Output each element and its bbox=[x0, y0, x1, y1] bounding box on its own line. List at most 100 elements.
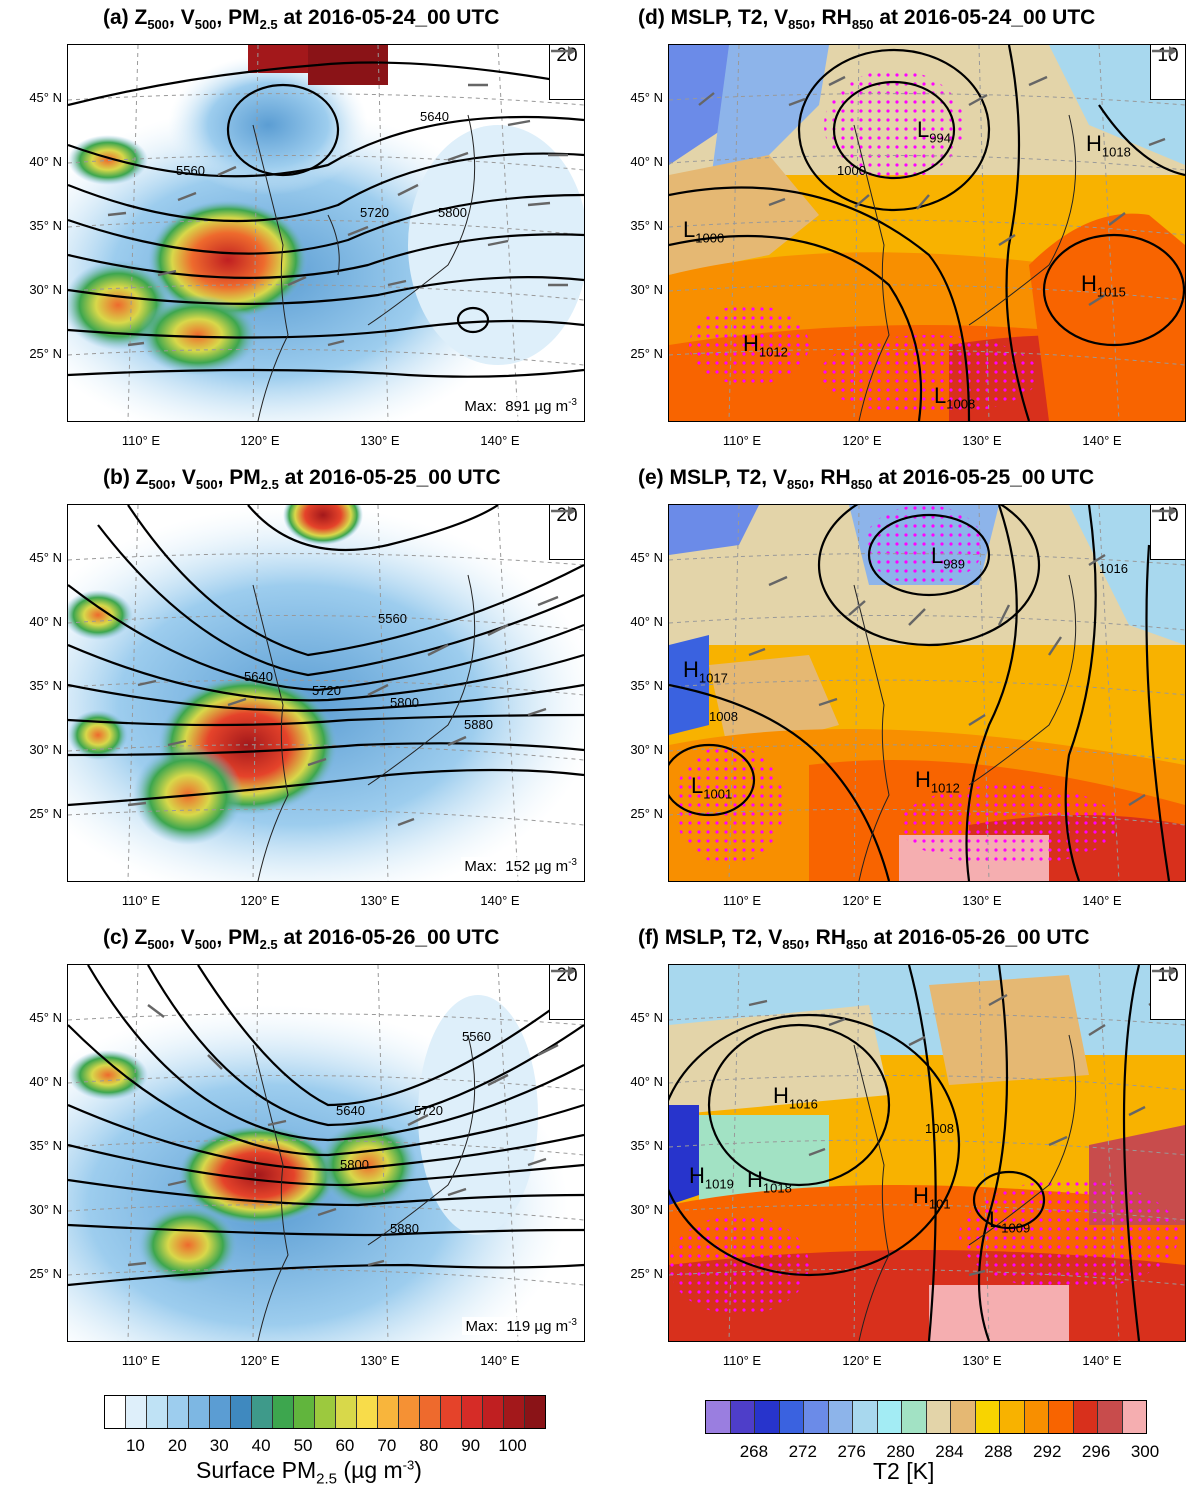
t2-colorbar bbox=[705, 1400, 1147, 1434]
panel-d-contour-1000: 1000 bbox=[837, 163, 866, 178]
colorbar-swatch bbox=[252, 1396, 273, 1428]
longitude-label: 120° E bbox=[842, 433, 882, 448]
colorbar-swatch bbox=[231, 1396, 252, 1428]
panel-f-center-3: H1018 bbox=[747, 1167, 792, 1196]
panel-e-center-3: L1001 bbox=[691, 773, 733, 802]
longitude-label: 110° E bbox=[722, 1353, 762, 1368]
longitude-label: 120° E bbox=[240, 893, 280, 908]
panel-e-contour-1008: 1008 bbox=[709, 709, 738, 724]
panel-c-contour-5720: 5720 bbox=[414, 1103, 443, 1118]
pm25-tick-label: 80 bbox=[419, 1436, 439, 1455]
colorbar-swatch bbox=[804, 1401, 829, 1433]
longitude-label: 140° E bbox=[1082, 433, 1122, 448]
latitude-label: 30° N bbox=[29, 1202, 62, 1217]
longitude-label: 110° E bbox=[722, 433, 762, 448]
colorbar-swatch bbox=[1098, 1401, 1123, 1433]
reference-arrow-icon bbox=[551, 46, 576, 56]
colorbar-swatch bbox=[441, 1396, 462, 1428]
reference-arrow-icon bbox=[1152, 506, 1177, 516]
latitude-label: 25° N bbox=[630, 1266, 663, 1281]
t2-tick-label: 272 bbox=[788, 1442, 817, 1461]
latitude-label: 25° N bbox=[29, 346, 62, 361]
pm25-tick-label: 50 bbox=[293, 1436, 313, 1455]
t2-tick-label: 276 bbox=[837, 1442, 866, 1461]
latitude-label: 35° N bbox=[630, 1138, 663, 1153]
pm25-tick-label: 100 bbox=[498, 1436, 527, 1455]
latitude-label: 45° N bbox=[29, 1010, 62, 1025]
colorbar-swatch bbox=[357, 1396, 378, 1428]
colorbar-swatch bbox=[483, 1396, 504, 1428]
panel-c-contour-5800: 5800 bbox=[340, 1157, 369, 1172]
latitude-label: 30° N bbox=[630, 742, 663, 757]
colorbar-swatch bbox=[926, 1401, 951, 1433]
panel-d-center-3: L1000 bbox=[683, 217, 725, 246]
pm25-tick-label: 40 bbox=[251, 1436, 271, 1455]
panel-f-field bbox=[669, 965, 1185, 1341]
pm25-tick-label: 30 bbox=[209, 1436, 229, 1455]
latitude-label: 45° N bbox=[630, 1010, 663, 1025]
colorbar-swatch bbox=[525, 1396, 545, 1428]
panel-b-max-label: Max: 152 µg m-3 bbox=[461, 857, 580, 875]
panel-b-reference-vector: 20 bbox=[549, 505, 584, 560]
colorbar-swatch bbox=[378, 1396, 399, 1428]
longitude-label: 140° E bbox=[480, 893, 520, 908]
latitude-label: 45° N bbox=[29, 550, 62, 565]
t2-tick-label: 280 bbox=[886, 1442, 915, 1461]
t2-tick-label: 296 bbox=[1081, 1442, 1111, 1461]
longitude-label: 130° E bbox=[360, 893, 400, 908]
latitude-label: 25° N bbox=[630, 806, 663, 821]
panel-b-map: 5560 5640 5720 5800 5880 20 Max: 152 µg … bbox=[67, 504, 585, 882]
colorbar-swatch bbox=[294, 1396, 315, 1428]
longitude-label: 130° E bbox=[962, 433, 1002, 448]
latitude-label: 25° N bbox=[630, 346, 663, 361]
longitude-label: 130° E bbox=[360, 1353, 400, 1368]
longitude-label: 130° E bbox=[962, 893, 1002, 908]
latitude-label: 40° N bbox=[630, 614, 663, 629]
latitude-label: 40° N bbox=[630, 154, 663, 169]
latitude-label: 25° N bbox=[29, 806, 62, 821]
colorbar-swatch bbox=[779, 1401, 804, 1433]
t2-tick-label: 284 bbox=[935, 1442, 964, 1461]
colorbar-swatch bbox=[420, 1396, 441, 1428]
longitude-label: 120° E bbox=[240, 1353, 280, 1368]
panel-f-center-2: H1019 bbox=[689, 1163, 734, 1192]
longitude-label: 130° E bbox=[360, 433, 400, 448]
t2-tick-label: 288 bbox=[984, 1442, 1013, 1461]
colorbar-swatch bbox=[1000, 1401, 1025, 1433]
longitude-label: 140° E bbox=[480, 1353, 520, 1368]
colorbar-swatch bbox=[1024, 1401, 1049, 1433]
pm25-tick-label: 70 bbox=[377, 1436, 397, 1455]
latitude-label: 30° N bbox=[29, 742, 62, 757]
panel-d-center-6: L1008 bbox=[934, 383, 976, 412]
panel-b-contour-5800: 5800 bbox=[390, 695, 419, 710]
latitude-label: 40° N bbox=[29, 1074, 62, 1089]
latitude-label: 45° N bbox=[630, 550, 663, 565]
pm25-colorbar bbox=[104, 1395, 546, 1429]
latitude-label: 45° N bbox=[29, 90, 62, 105]
panel-b-contour-5640: 5640 bbox=[244, 669, 273, 684]
panel-b-contour-5880: 5880 bbox=[464, 717, 493, 732]
panel-d-center-1: L994 bbox=[917, 117, 951, 146]
panel-f-center-1: H1016 bbox=[773, 1083, 818, 1112]
latitude-label: 40° N bbox=[29, 154, 62, 169]
t2-colorbar-title: T2 [K] bbox=[873, 1458, 935, 1484]
panel-a-title: (a) Z500, V500, PM2.5 at 2016-05-24_00 U… bbox=[103, 6, 500, 33]
colorbar-swatch bbox=[168, 1396, 189, 1428]
panel-c-contour-5560: 5560 bbox=[462, 1029, 491, 1044]
colorbar-swatch bbox=[336, 1396, 357, 1428]
latitude-label: 30° N bbox=[630, 282, 663, 297]
colorbar-swatch bbox=[1049, 1401, 1074, 1433]
latitude-label: 35° N bbox=[630, 678, 663, 693]
pm25-tick-label: 10 bbox=[125, 1436, 145, 1455]
longitude-label: 120° E bbox=[842, 893, 882, 908]
panel-d-map: L994 H1018 L1000 H1015 H1012 L1008 1000 … bbox=[668, 44, 1186, 422]
panel-c-contour-5640: 5640 bbox=[336, 1103, 365, 1118]
panel-e-reference-vector: 10 bbox=[1150, 505, 1185, 560]
reference-arrow-icon bbox=[1152, 966, 1177, 976]
panel-d-field bbox=[669, 45, 1185, 421]
t2-tick-label: 268 bbox=[739, 1442, 769, 1461]
longitude-label: 120° E bbox=[240, 433, 280, 448]
panel-e-map: L989 H1017 L1001 H1012 1008 1016 10 bbox=[668, 504, 1186, 882]
panel-b-contour-5560: 5560 bbox=[378, 611, 407, 626]
panel-e-contour-1016: 1016 bbox=[1099, 561, 1128, 576]
